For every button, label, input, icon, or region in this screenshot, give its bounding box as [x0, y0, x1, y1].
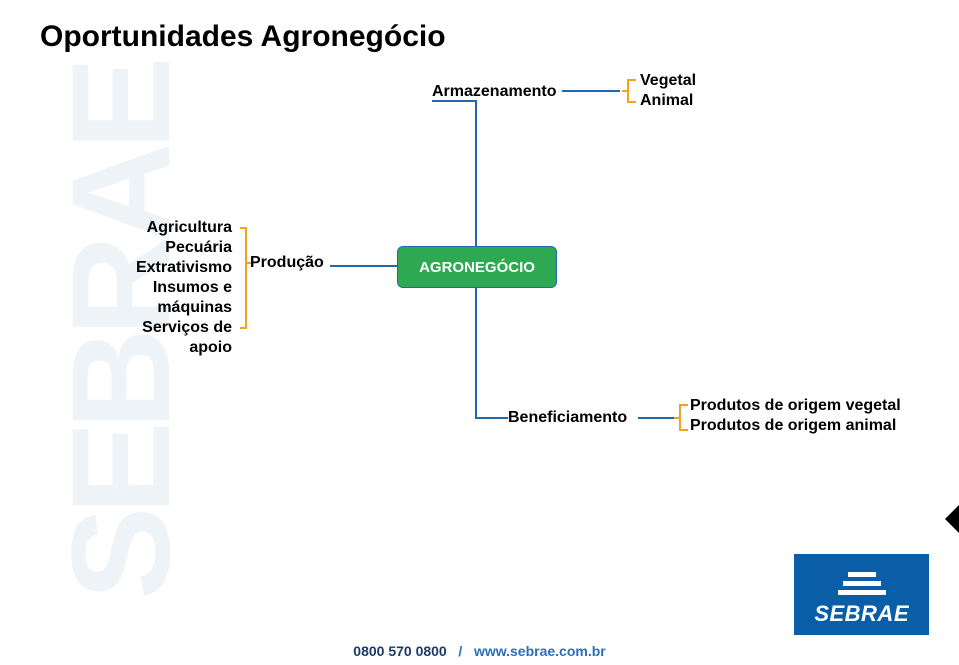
sebrae-logo-bars-icon [814, 572, 909, 595]
output-vegetal: Vegetal [640, 71, 696, 91]
input-pecuaria: Pecuária [98, 238, 232, 258]
producao-inputs: Agricultura Pecuária Extrativismo Insumo… [98, 218, 232, 358]
footer-phone: 0800 570 0800 [353, 643, 446, 659]
footer-url: www.sebrae.com.br [474, 643, 606, 659]
input-insumos-1: Insumos e [98, 278, 232, 298]
node-agronegocio-label: AGRONEGÓCIO [419, 259, 535, 276]
footer-separator: / [458, 643, 462, 659]
node-agronegocio: AGRONEGÓCIO [397, 246, 557, 288]
output-origem-animal: Produtos de origem animal [690, 416, 901, 436]
node-producao: Produção [250, 253, 324, 273]
input-servicos: Serviços de apoio [98, 318, 232, 358]
armazenamento-outputs: Vegetal Animal [640, 71, 696, 111]
footer: 0800 570 0800 / www.sebrae.com.br [0, 643, 959, 659]
corner-triangle-icon [945, 505, 959, 533]
input-extrativismo: Extrativismo [98, 258, 232, 278]
input-agricultura: Agricultura [98, 218, 232, 238]
page-title: Oportunidades Agronegócio [40, 20, 446, 54]
output-origem-vegetal: Produtos de origem vegetal [690, 396, 901, 416]
output-animal: Animal [640, 91, 696, 111]
input-insumos-2: máquinas [98, 298, 232, 318]
sebrae-logo: SEBRAE [794, 554, 929, 635]
beneficiamento-outputs: Produtos de origem vegetal Produtos de o… [690, 396, 901, 436]
node-beneficiamento: Beneficiamento [508, 408, 627, 428]
sebrae-logo-text: SEBRAE [814, 601, 909, 627]
node-armazenamento: Armazenamento [432, 82, 556, 102]
